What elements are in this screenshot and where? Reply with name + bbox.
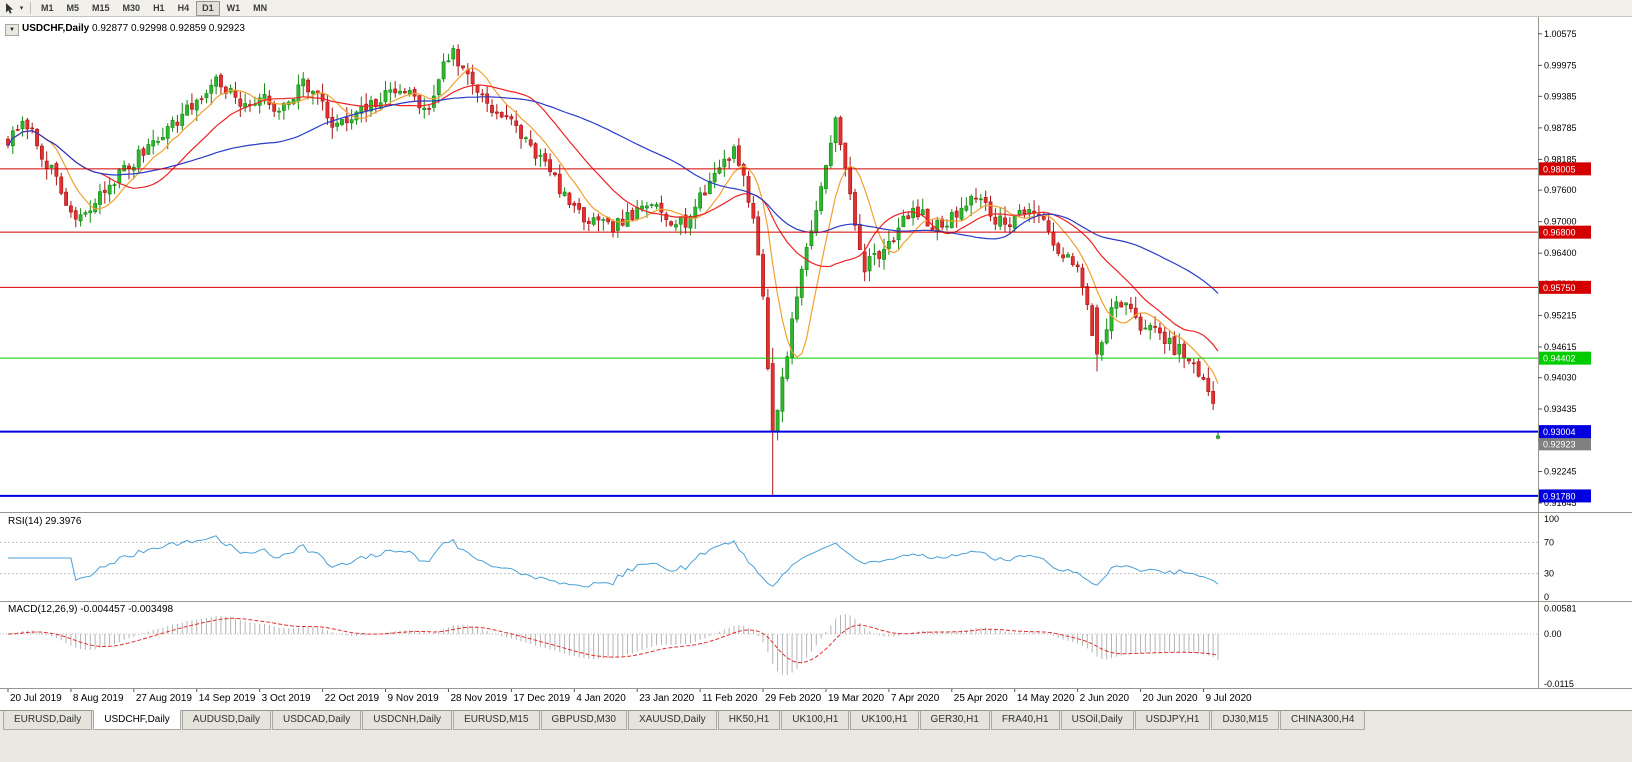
svg-text:0.00: 0.00 xyxy=(1544,629,1562,639)
svg-text:0.97000: 0.97000 xyxy=(1544,217,1577,227)
svg-text:1.00575: 1.00575 xyxy=(1544,29,1577,39)
tab-usdcad-daily[interactable]: USDCAD,Daily xyxy=(272,710,362,730)
macd-signal-line[interactable] xyxy=(7,617,1219,664)
svg-text:0.94030: 0.94030 xyxy=(1544,373,1577,383)
pointer-tool-icon[interactable] xyxy=(3,1,17,16)
svg-text:9 Nov 2019: 9 Nov 2019 xyxy=(388,693,440,704)
tab-eurusd-daily[interactable]: EURUSD,Daily xyxy=(3,710,93,730)
tab-hk50-h1[interactable]: HK50,H1 xyxy=(717,710,781,730)
svg-text:0.91780: 0.91780 xyxy=(1543,491,1576,501)
timeframe-button-m1[interactable]: M1 xyxy=(41,2,54,13)
timeframe-button-m30[interactable]: M30 xyxy=(122,2,141,13)
toolbar-separator xyxy=(30,2,31,14)
svg-text:0.97600: 0.97600 xyxy=(1544,185,1577,195)
price-tag: 0.92923 xyxy=(1539,437,1591,451)
svg-text:0.99385: 0.99385 xyxy=(1544,91,1577,101)
timeframe-button-m5[interactable]: M5 xyxy=(66,2,80,13)
svg-text:0.94615: 0.94615 xyxy=(1544,342,1577,352)
svg-text:0.96800: 0.96800 xyxy=(1543,228,1576,238)
svg-text:22 Oct 2019: 22 Oct 2019 xyxy=(325,693,380,704)
rsi-line[interactable] xyxy=(8,535,1219,588)
tab-eurusd-m15[interactable]: EURUSD,M15 xyxy=(453,710,540,730)
svg-text:0.95215: 0.95215 xyxy=(1544,310,1577,320)
svg-text:0.00581: 0.00581 xyxy=(1544,603,1577,613)
svg-text:19 Mar 2020: 19 Mar 2020 xyxy=(828,693,885,704)
price-tag: 0.96800 xyxy=(1539,225,1591,239)
price-tag: 0.94402 xyxy=(1539,351,1591,365)
svg-text:14 May 2020: 14 May 2020 xyxy=(1017,693,1075,704)
price-tag: 0.95750 xyxy=(1539,280,1591,294)
svg-text:9 Jul 2020: 9 Jul 2020 xyxy=(1205,693,1252,704)
tab-ger30-h1[interactable]: GER30,H1 xyxy=(919,710,990,730)
svg-text:0.92923: 0.92923 xyxy=(1543,439,1576,449)
tab-dj30-m15[interactable]: DJ30,M15 xyxy=(1211,710,1280,730)
svg-text:2 Jun 2020: 2 Jun 2020 xyxy=(1080,693,1130,704)
svg-text:70: 70 xyxy=(1544,537,1554,547)
chevron-down-icon: ▼ xyxy=(9,27,15,33)
timeframe-buttons: M1 M5 M15 M30 H1 H4 D1 W1 MN xyxy=(35,0,274,16)
svg-text:7 Apr 2020: 7 Apr 2020 xyxy=(891,693,940,704)
dropdown-caret-icon[interactable]: ▾ xyxy=(19,5,24,12)
svg-text:20 Jun 2020: 20 Jun 2020 xyxy=(1143,693,1198,704)
candlestick-series xyxy=(6,44,1220,496)
svg-text:0.98785: 0.98785 xyxy=(1544,123,1577,133)
svg-text:30: 30 xyxy=(1544,569,1554,579)
svg-text:0.96400: 0.96400 xyxy=(1544,248,1577,258)
svg-text:8 Aug 2019: 8 Aug 2019 xyxy=(73,693,124,704)
svg-text:25 Apr 2020: 25 Apr 2020 xyxy=(954,693,1008,704)
svg-text:29 Feb 2020: 29 Feb 2020 xyxy=(765,693,822,704)
tab-fra40-h1[interactable]: FRA40,H1 xyxy=(990,710,1060,730)
price-tag: 0.98005 xyxy=(1539,162,1591,176)
svg-text:28 Nov 2019: 28 Nov 2019 xyxy=(450,693,507,704)
timeframe-button-h1[interactable]: H1 xyxy=(153,2,165,13)
timeframe-button-h4[interactable]: H4 xyxy=(177,2,190,13)
svg-text:-0.0115: -0.0115 xyxy=(1544,679,1574,689)
svg-text:17 Dec 2019: 17 Dec 2019 xyxy=(513,693,570,704)
svg-text:4 Jan 2020: 4 Jan 2020 xyxy=(576,693,626,704)
price-tag: 0.93004 xyxy=(1539,425,1591,439)
chart-canvas[interactable]: 1.00575 0.99975 0.99385 0.98785 0.98185 0.976… xyxy=(0,17,1632,710)
ma-line-20 xyxy=(7,84,1219,352)
ma-line-8 xyxy=(7,67,1219,384)
svg-text:0.93004: 0.93004 xyxy=(1543,427,1576,437)
svg-text:0.93435: 0.93435 xyxy=(1544,404,1577,414)
chart-tab-bar: EURUSD,Daily USDCHF,Daily AUDUSD,Daily USDC… xyxy=(0,710,1632,762)
svg-text:27 Aug 2019: 27 Aug 2019 xyxy=(136,693,193,704)
svg-text:0.95750: 0.95750 xyxy=(1543,283,1576,293)
tab-xauusd-daily[interactable]: XAUUSD,Daily xyxy=(628,710,717,730)
date-axis[interactable]: 20 Jul 2019 8 Aug 2019 27 Aug 2019 14 Sep 2… xyxy=(7,689,1252,704)
tab-uk100-h1[interactable]: UK100,H1 xyxy=(850,710,919,730)
svg-text:0.98005: 0.98005 xyxy=(1543,164,1576,174)
tab-usdchf-daily[interactable]: USDCHF,Daily xyxy=(93,710,181,730)
svg-text:0: 0 xyxy=(1544,592,1549,602)
timeframe-button-m15[interactable]: M15 xyxy=(92,2,110,13)
svg-text:0.94402: 0.94402 xyxy=(1543,354,1576,364)
svg-text:0.92245: 0.92245 xyxy=(1544,466,1577,476)
timeframe-button-mn[interactable]: MN xyxy=(253,2,268,13)
price-tag: 0.91780 xyxy=(1539,489,1591,503)
svg-text:11 Feb 2020: 11 Feb 2020 xyxy=(702,693,758,704)
tab-usoil-daily[interactable]: USOil,Daily xyxy=(1060,710,1134,730)
tab-china300-h4[interactable]: CHINA300,H4 xyxy=(1280,710,1366,730)
chart-collapse-button[interactable]: ▼ xyxy=(5,24,19,36)
svg-text:0.91645: 0.91645 xyxy=(1544,498,1577,508)
timeframe-button-d1[interactable]: D1 xyxy=(196,0,220,16)
timeframe-toolbar: ▾ M1 M5 M15 M30 H1 H4 D1 W1 MN xyxy=(0,0,1632,17)
tab-uk100-h1[interactable]: UK100,H1 xyxy=(781,710,850,730)
timeframe-button-w1[interactable]: W1 xyxy=(226,2,241,13)
svg-text:23 Jan 2020: 23 Jan 2020 xyxy=(639,693,694,704)
svg-text:3 Oct 2019: 3 Oct 2019 xyxy=(262,693,311,704)
svg-text:100: 100 xyxy=(1544,514,1559,524)
svg-text:14 Sep 2019: 14 Sep 2019 xyxy=(199,693,256,704)
svg-text:20 Jul 2019: 20 Jul 2019 xyxy=(10,693,62,704)
macd-histogram xyxy=(12,614,1219,676)
tab-usdcnh-daily[interactable]: USDCNH,Daily xyxy=(362,710,453,730)
svg-text:0.98185: 0.98185 xyxy=(1544,154,1577,164)
tab-audusd-daily[interactable]: AUDUSD,Daily xyxy=(181,710,272,730)
svg-text:0.99975: 0.99975 xyxy=(1544,60,1577,70)
tab-gbpusd-m30[interactable]: GBPUSD,M30 xyxy=(540,710,627,730)
tab-usdjpy-h1[interactable]: USDJPY,H1 xyxy=(1134,710,1211,730)
ma-line-50 xyxy=(7,96,1219,294)
